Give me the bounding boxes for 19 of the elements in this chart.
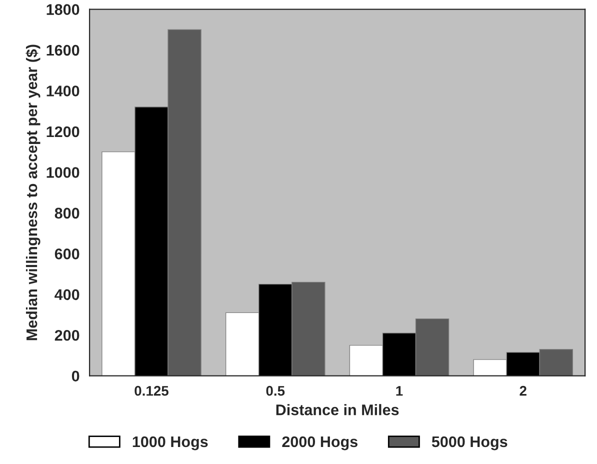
y-tick-label: 0 xyxy=(72,370,80,382)
x-tick-label: 1 xyxy=(396,386,403,396)
y-tick-label: 600 xyxy=(54,248,80,260)
y-tick-label: 1800 xyxy=(46,4,80,15)
y-tick-label: 1000 xyxy=(46,167,80,178)
y-tick-label: 800 xyxy=(54,208,80,219)
legend-label: 1000 Hogs xyxy=(132,436,208,450)
y-tick-label: 400 xyxy=(54,289,80,300)
y-tick-label: 200 xyxy=(54,330,80,341)
y-tick-label: 1200 xyxy=(46,126,80,138)
x-tick-label: 2 xyxy=(520,386,526,396)
y-axis-title: Median willingness to accept per year ($) xyxy=(26,44,40,340)
legend-label: 2000 Hogs xyxy=(282,436,358,450)
legend-label: 5000 Hogs xyxy=(432,436,508,450)
x-tick-label: 0.125 xyxy=(134,386,168,396)
y-tick-label: 1600 xyxy=(46,44,80,56)
x-axis-title: Distance in Miles xyxy=(276,404,399,416)
y-tick-label: 1400 xyxy=(46,86,80,96)
x-tick-label: 0.5 xyxy=(266,386,285,396)
